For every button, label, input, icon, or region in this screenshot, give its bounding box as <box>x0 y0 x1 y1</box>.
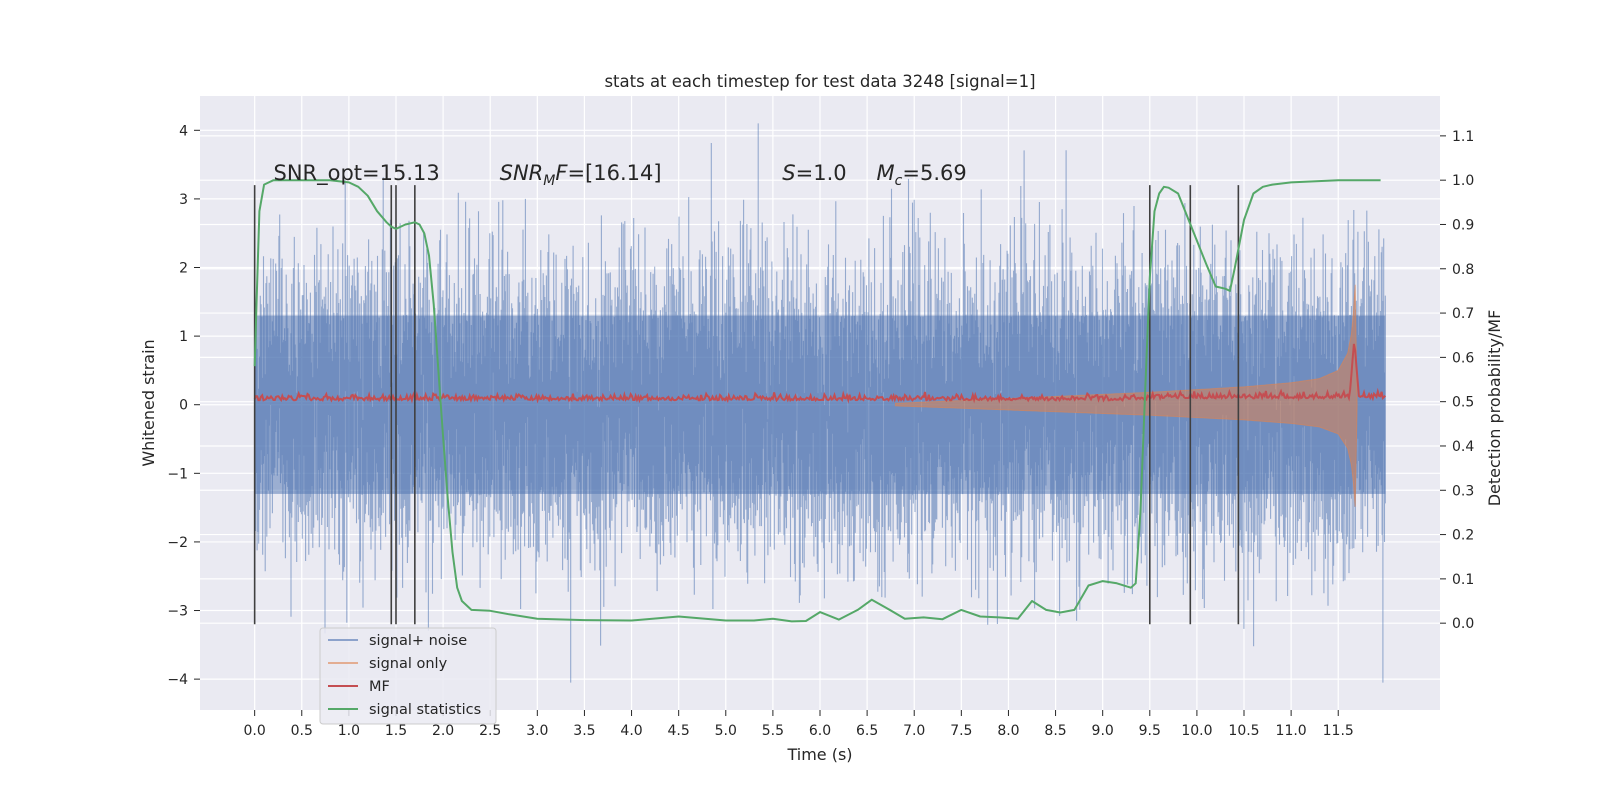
annotation-1-sub: M <box>543 173 555 189</box>
annotations: SNR_opt=15.13 SNRMF=[16.14] S=1.0 Mc=5.69 <box>273 161 966 189</box>
left-axis-ticks: 4 3 2 1 0 −1 −2 −3 −4 <box>167 123 200 688</box>
bottom-tick-label-2: 1.0 <box>338 723 360 739</box>
right-axis-ticks: 1.1 1.0 0.9 0.8 0.7 0.6 0.5 0.4 0.3 0.2 0.1 0.0 <box>1440 129 1474 632</box>
bottom-tick-label-23: 11.5 <box>1323 723 1354 739</box>
left-tick-label-0: 4 <box>179 123 188 139</box>
y2-axis-label: Detection probability/MF <box>1485 310 1504 507</box>
chart-title: stats at each timestep for test data 324… <box>604 72 1035 91</box>
bottom-tick-label-8: 4.0 <box>620 723 642 739</box>
right-tick-label-6: 0.5 <box>1452 395 1474 411</box>
right-tick-label-8: 0.3 <box>1452 483 1474 499</box>
left-tick-label-3: 1 <box>179 329 188 345</box>
annotation-1-value: =[16.14] <box>567 161 661 185</box>
annotation-3-value: =5.69 <box>902 161 966 185</box>
left-tick-label-7: −3 <box>167 604 188 620</box>
bottom-tick-label-0: 0.0 <box>244 723 266 739</box>
bottom-tick-label-5: 2.5 <box>479 723 501 739</box>
left-tick-label-6: −2 <box>167 535 188 551</box>
bottom-tick-label-6: 3.0 <box>526 723 548 739</box>
mf-series <box>253 343 1387 404</box>
legend-label-signal-noise: signal+ noise <box>369 633 467 649</box>
bottom-tick-label-20: 10.0 <box>1181 723 1212 739</box>
right-tick-label-7: 0.4 <box>1452 439 1474 455</box>
left-tick-label-1: 3 <box>179 192 188 208</box>
bottom-tick-label-10: 5.0 <box>715 723 737 739</box>
annotation-2: S=1.0 <box>782 161 846 185</box>
bottom-axis-ticks: 0.0 0.5 1.0 1.5 2.0 2.5 3.0 3.5 4.0 4.5 5.0 5.5 6.0 6… <box>244 710 1354 739</box>
legend-frame <box>319 627 497 725</box>
bottom-tick-label-18: 9.0 <box>1092 723 1114 739</box>
right-tick-label-1: 1.0 <box>1452 173 1474 189</box>
x-axis-label: Time (s) <box>786 745 852 764</box>
bottom-tick-label-1: 0.5 <box>291 723 313 739</box>
right-tick-label-11: 0.0 <box>1452 616 1474 632</box>
bottom-tick-label-11: 5.5 <box>762 723 784 739</box>
y-axis-label: Whitened strain <box>139 339 158 466</box>
bottom-tick-label-21: 10.5 <box>1228 723 1259 739</box>
bottom-tick-label-13: 6.5 <box>856 723 878 739</box>
right-tick-label-4: 0.7 <box>1452 306 1474 322</box>
annotation-2-main: S <box>782 161 795 185</box>
legend: signal+ noise signal only MF signal stat… <box>319 627 497 725</box>
right-tick-label-10: 0.1 <box>1452 572 1474 588</box>
bottom-tick-label-12: 6.0 <box>809 723 831 739</box>
bottom-tick-label-22: 11.0 <box>1276 723 1307 739</box>
left-tick-label-5: −1 <box>167 466 188 482</box>
annotation-3-main: M <box>877 161 895 185</box>
bottom-tick-label-15: 7.5 <box>950 723 972 739</box>
annotation-3-sub: c <box>895 173 903 189</box>
annotation-1: SNRMF=[16.14] <box>500 161 662 189</box>
right-tick-label-9: 0.2 <box>1452 528 1474 544</box>
mf-trace <box>253 343 1387 404</box>
legend-label-signal-statistics: signal statistics <box>369 702 481 718</box>
annotation-3: Mc=5.69 <box>877 161 967 189</box>
vertical-markers <box>253 185 1240 625</box>
bottom-tick-label-7: 3.5 <box>573 723 595 739</box>
bottom-tick-label-9: 4.5 <box>668 723 690 739</box>
bottom-tick-label-16: 8.0 <box>997 723 1019 739</box>
left-tick-label-2: 2 <box>179 261 188 277</box>
bottom-tick-label-17: 8.5 <box>1044 723 1066 739</box>
right-tick-label-0: 1.1 <box>1452 129 1474 145</box>
bottom-tick-label-19: 9.5 <box>1139 723 1161 739</box>
signal-statistics-line <box>253 179 1381 623</box>
signal-statistics-series <box>253 179 1381 623</box>
bottom-tick-label-3: 1.5 <box>385 723 407 739</box>
annotation-1-var: F <box>555 161 568 185</box>
legend-label-signal-only: signal only <box>369 656 448 672</box>
annotation-1-main: SNR <box>500 161 544 185</box>
bottom-tick-label-14: 7.0 <box>903 723 925 739</box>
annotation-0: SNR_opt=15.13 <box>273 161 439 186</box>
annotation-2-value: =1.0 <box>796 161 847 185</box>
right-tick-label-3: 0.8 <box>1452 262 1474 278</box>
left-tick-label-8: −4 <box>167 672 188 688</box>
bottom-tick-label-4: 2.0 <box>432 723 454 739</box>
legend-label-mf: MF <box>369 679 390 695</box>
right-tick-label-5: 0.6 <box>1452 350 1474 366</box>
right-tick-label-2: 0.9 <box>1452 217 1474 233</box>
left-tick-label-4: 0 <box>179 398 188 414</box>
